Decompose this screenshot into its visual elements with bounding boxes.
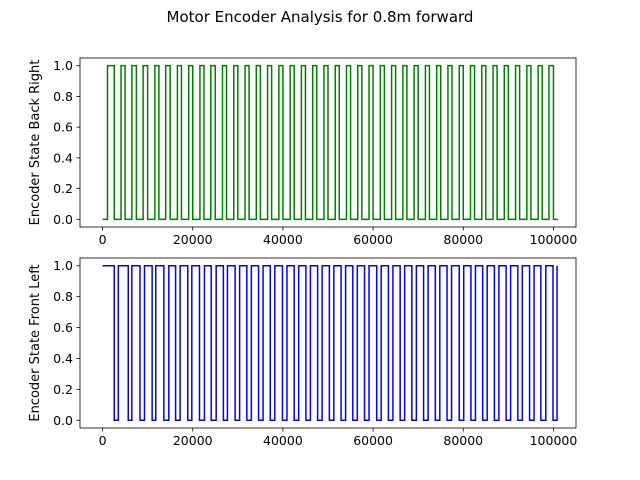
y-tick-label: 0.4	[53, 150, 73, 165]
y-tick-label: 0.0	[53, 212, 73, 227]
axes-frame-front-left	[79, 257, 577, 429]
series-line-front-left	[102, 264, 558, 422]
subplot-back-right: 0 20000 40000 60000 80000 100000 0.0 0.2 0.4 0.6 0…	[28, 57, 578, 247]
subplot-front-left: 0 20000 40000 60000 80000 100000 0.0 0.2 0.4 0.6 0…	[28, 257, 578, 448]
y-tick-label: 0.6	[53, 120, 73, 135]
axes-frame-back-right	[79, 57, 577, 228]
y-tick-label: 0.4	[53, 351, 73, 366]
y-tick-label: 0.2	[53, 382, 73, 397]
x-tick-label: 100000	[530, 433, 578, 448]
x-tick-label: 80000	[443, 433, 483, 448]
x-tick-label: 0	[99, 232, 107, 247]
y-tick-label: 1.0	[53, 58, 73, 73]
x-tick-label: 60000	[353, 232, 393, 247]
y-tick-label: 0.8	[53, 289, 73, 304]
y-tick-label: 0.0	[53, 413, 73, 428]
x-tick-label: 20000	[173, 232, 213, 247]
x-tick-label: 0	[99, 433, 107, 448]
y-tick-label: 1.0	[53, 258, 73, 273]
x-tick-label: 100000	[530, 232, 578, 247]
x-tick-label: 20000	[173, 433, 213, 448]
y-axis-label-back-right: Encoder State Back Right	[28, 60, 43, 226]
x-tick-label: 40000	[263, 232, 303, 247]
x-tick-label: 40000	[263, 433, 303, 448]
y-tick-label: 0.8	[53, 89, 73, 104]
y-tick-label: 0.6	[53, 320, 73, 335]
series-line-back-right	[102, 64, 558, 221]
y-axis-label-front-left: Encoder State Front Left	[28, 264, 43, 421]
y-tick-label: 0.2	[53, 181, 73, 196]
figure-suptitle: Motor Encoder Analysis for 0.8m forward	[167, 8, 474, 26]
x-tick-label: 60000	[353, 433, 393, 448]
x-tick-label: 80000	[443, 232, 483, 247]
